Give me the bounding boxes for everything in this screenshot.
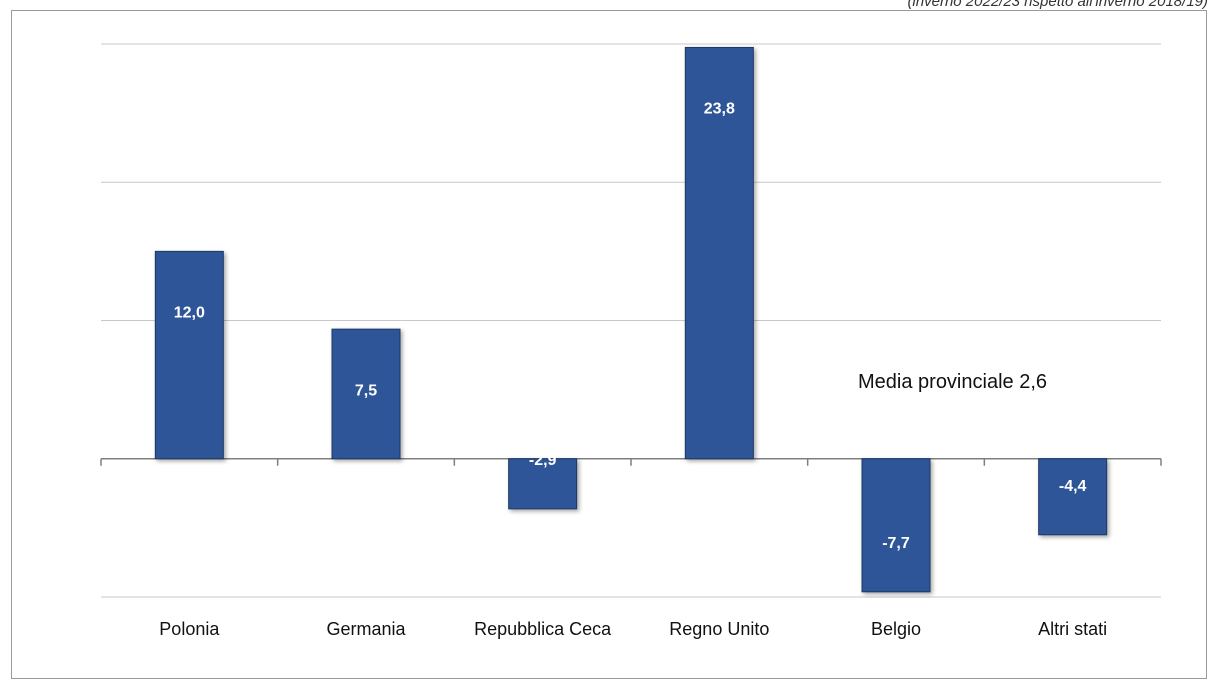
chart-area: 12,0 7,5 -2,9 23,8 -7,7 -4,4 Media provincial… bbox=[11, 10, 1207, 679]
bar-value-label: 23,8 bbox=[704, 101, 735, 118]
bar-value-label: 12,0 bbox=[174, 305, 205, 322]
category-label: Repubblica Ceca bbox=[474, 619, 612, 639]
bar bbox=[1038, 458, 1108, 536]
bar-value-label: 7,5 bbox=[355, 382, 377, 399]
category-labels: Polonia Germania Repubblica Ceca Regno Unit… bbox=[159, 619, 1107, 639]
category-label: Polonia bbox=[159, 619, 220, 639]
x-axis bbox=[100, 458, 1162, 466]
average-line-group: Media provinciale 2,6 bbox=[186, 371, 1075, 414]
bar-value-label: -2,9 bbox=[529, 452, 557, 469]
bar bbox=[861, 458, 931, 593]
category-label: Belgio bbox=[871, 619, 921, 639]
bar-value-label: -7,7 bbox=[882, 535, 910, 552]
category-label: Regno Unito bbox=[669, 619, 769, 639]
chart-subtitle: (inverno 2022/23 rispetto all'inverno 20… bbox=[907, 0, 1208, 10]
bar bbox=[684, 46, 754, 460]
bar-value-label: -4,4 bbox=[1059, 478, 1087, 495]
bar bbox=[508, 458, 578, 510]
category-label: Altri stati bbox=[1038, 619, 1107, 639]
category-label: Germania bbox=[326, 619, 406, 639]
gridlines bbox=[101, 43, 1161, 598]
bars: 12,0 7,5 -2,9 23,8 -7,7 -4,4 bbox=[154, 46, 1108, 593]
bar bbox=[331, 328, 401, 460]
bar-chart: 12,0 7,5 -2,9 23,8 -7,7 -4,4 Media provincial… bbox=[100, 43, 1162, 639]
bar bbox=[154, 250, 224, 460]
average-label: Media provinciale 2,6 bbox=[858, 371, 1047, 393]
